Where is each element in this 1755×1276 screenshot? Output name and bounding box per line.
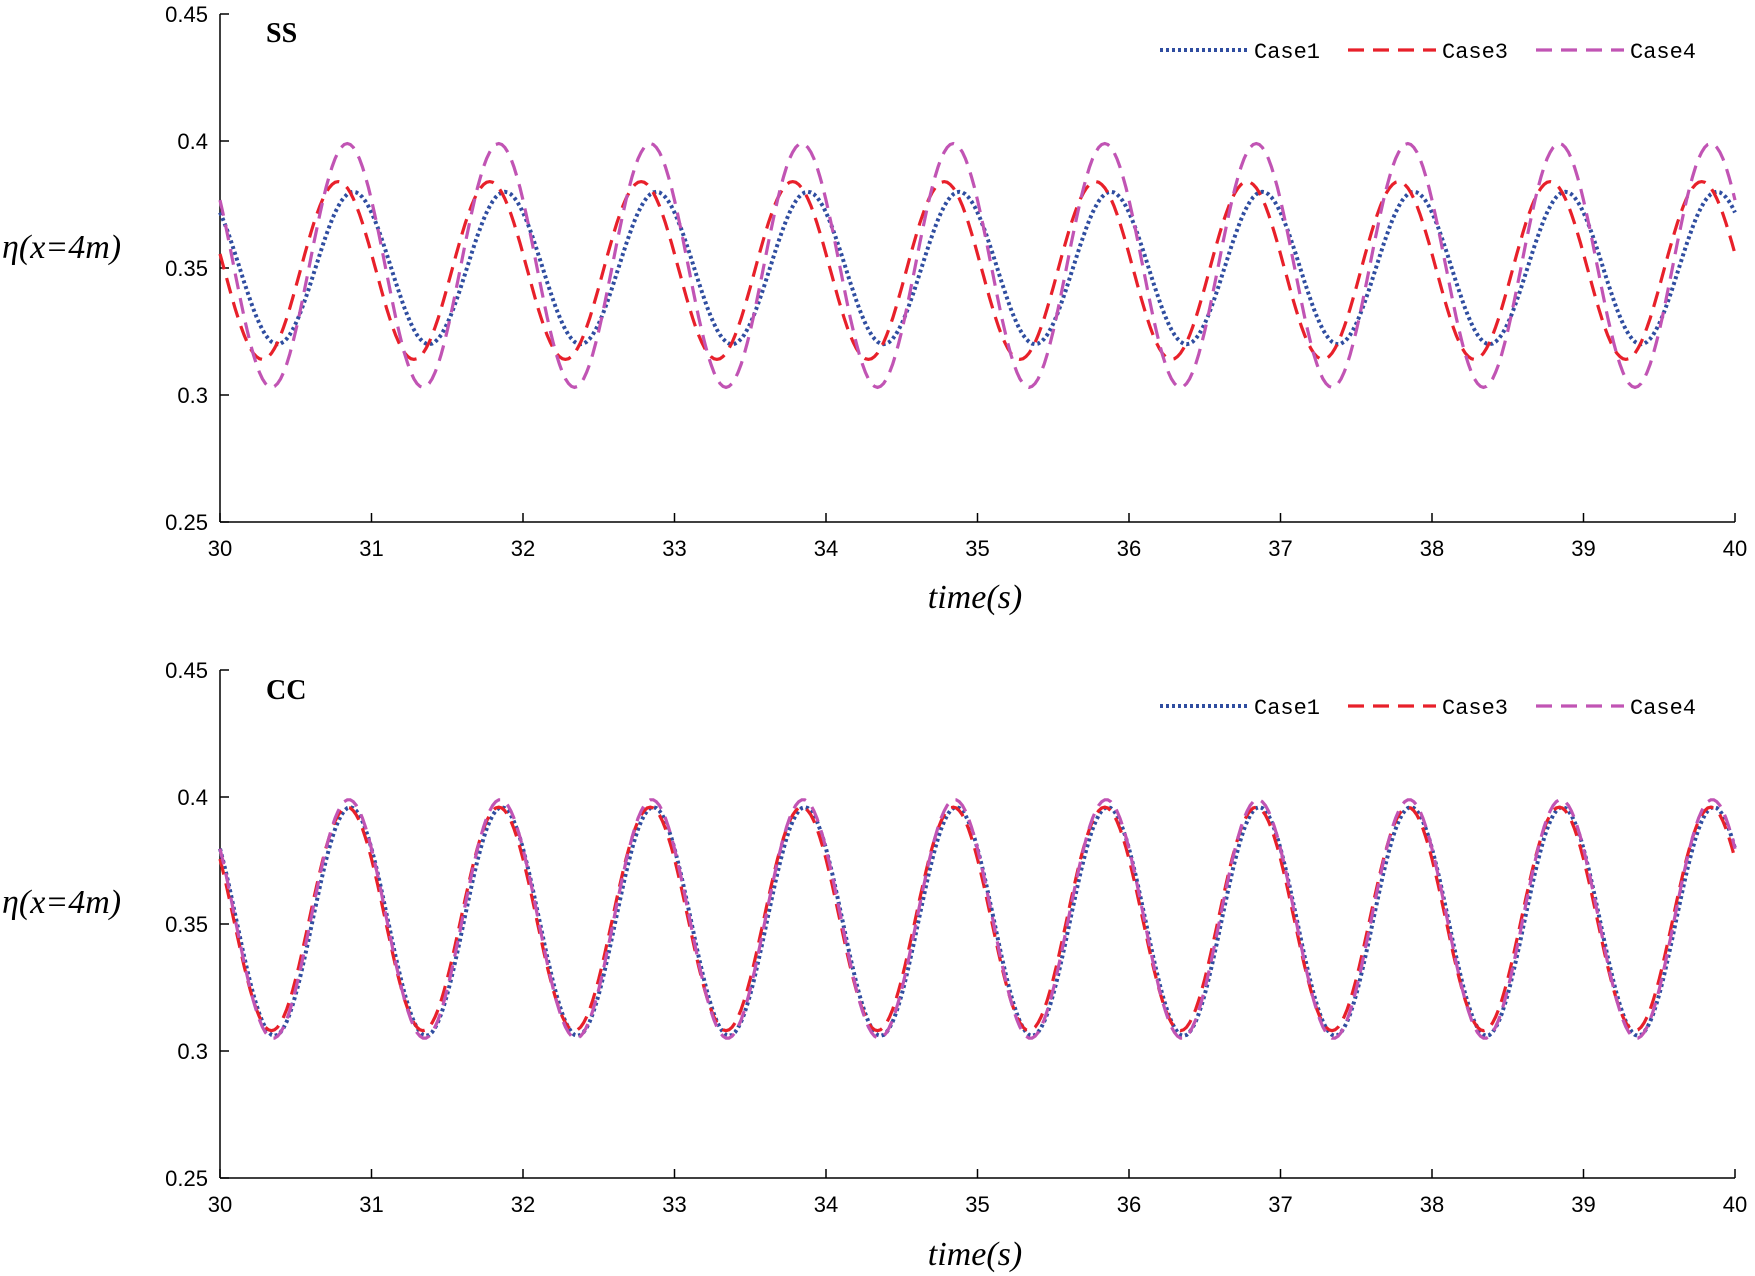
x-tick-label: 39 (1571, 1192, 1595, 1217)
x-tick-label: 35 (965, 536, 989, 561)
x-tick-label: 37 (1268, 1192, 1292, 1217)
y-tick-label: 0.45 (165, 658, 208, 683)
y-tick-label: 0.4 (177, 785, 208, 810)
x-tick-label: 34 (814, 1192, 838, 1217)
panel-title: SS (266, 18, 297, 49)
x-tick-label: 39 (1571, 536, 1595, 561)
x-tick-label: 40 (1723, 536, 1747, 561)
series-case1-line (218, 805, 1737, 1038)
x-tick-label: 31 (359, 536, 383, 561)
x-tick-label: 35 (965, 1192, 989, 1217)
x-tick-label: 38 (1420, 536, 1444, 561)
y-tick-label: 0.3 (177, 1039, 208, 1064)
panel-ss: 0.25 0.3 0.35 0.4 0.45 30 31 32 33 34 35 36 37 38 39 40… (2, 2, 1747, 616)
x-tick-label: 33 (662, 1192, 686, 1217)
legend: Case1 Case3 Case4 (1160, 40, 1696, 65)
y-tick-label: 0.35 (165, 256, 208, 281)
y-axis-label: η(x=4m) (2, 229, 121, 266)
x-tick-label: 33 (662, 536, 686, 561)
panel-cc: 0.25 0.3 0.35 0.4 0.45 30 31 32 33 34 35 36 37 38 39 40… (2, 658, 1747, 1273)
y-tick-label: 0.4 (177, 129, 208, 154)
x-tick-label: 37 (1268, 536, 1292, 561)
panel-title: CC (266, 675, 306, 706)
x-tick-label: 36 (1117, 1192, 1141, 1217)
x-tick-label: 32 (511, 536, 535, 561)
series-case4-line (218, 798, 1737, 1040)
x-tick-label: 30 (208, 536, 232, 561)
legend-label: Case3 (1442, 40, 1508, 65)
x-tick-label: 31 (359, 1192, 383, 1217)
series-case3-line (218, 805, 1737, 1033)
x-tick-label: 32 (511, 1192, 535, 1217)
legend-label: Case4 (1630, 40, 1696, 65)
legend-label: Case1 (1254, 40, 1320, 65)
x-tick-label: 34 (814, 536, 838, 561)
y-tick-label: 0.25 (165, 510, 208, 535)
y-tick-label: 0.25 (165, 1166, 208, 1191)
legend-label: Case4 (1630, 696, 1696, 721)
x-tick-label: 36 (1117, 536, 1141, 561)
series-case1-line (218, 189, 1737, 347)
series-case4-line (218, 141, 1737, 390)
x-tick-label: 40 (1723, 1192, 1747, 1217)
x-tick-label: 30 (208, 1192, 232, 1217)
legend-label: Case3 (1442, 696, 1508, 721)
y-tick-label: 0.35 (165, 912, 208, 937)
legend: Case1 Case3 Case4 (1160, 696, 1696, 721)
legend-label: Case1 (1254, 696, 1320, 721)
y-tick-label: 0.3 (177, 383, 208, 408)
x-axis-label: time(s) (928, 579, 1022, 616)
y-axis-label: η(x=4m) (2, 884, 121, 921)
x-tick-label: 38 (1420, 1192, 1444, 1217)
x-axis-label: time(s) (928, 1236, 1022, 1273)
y-tick-label: 0.45 (165, 2, 208, 27)
